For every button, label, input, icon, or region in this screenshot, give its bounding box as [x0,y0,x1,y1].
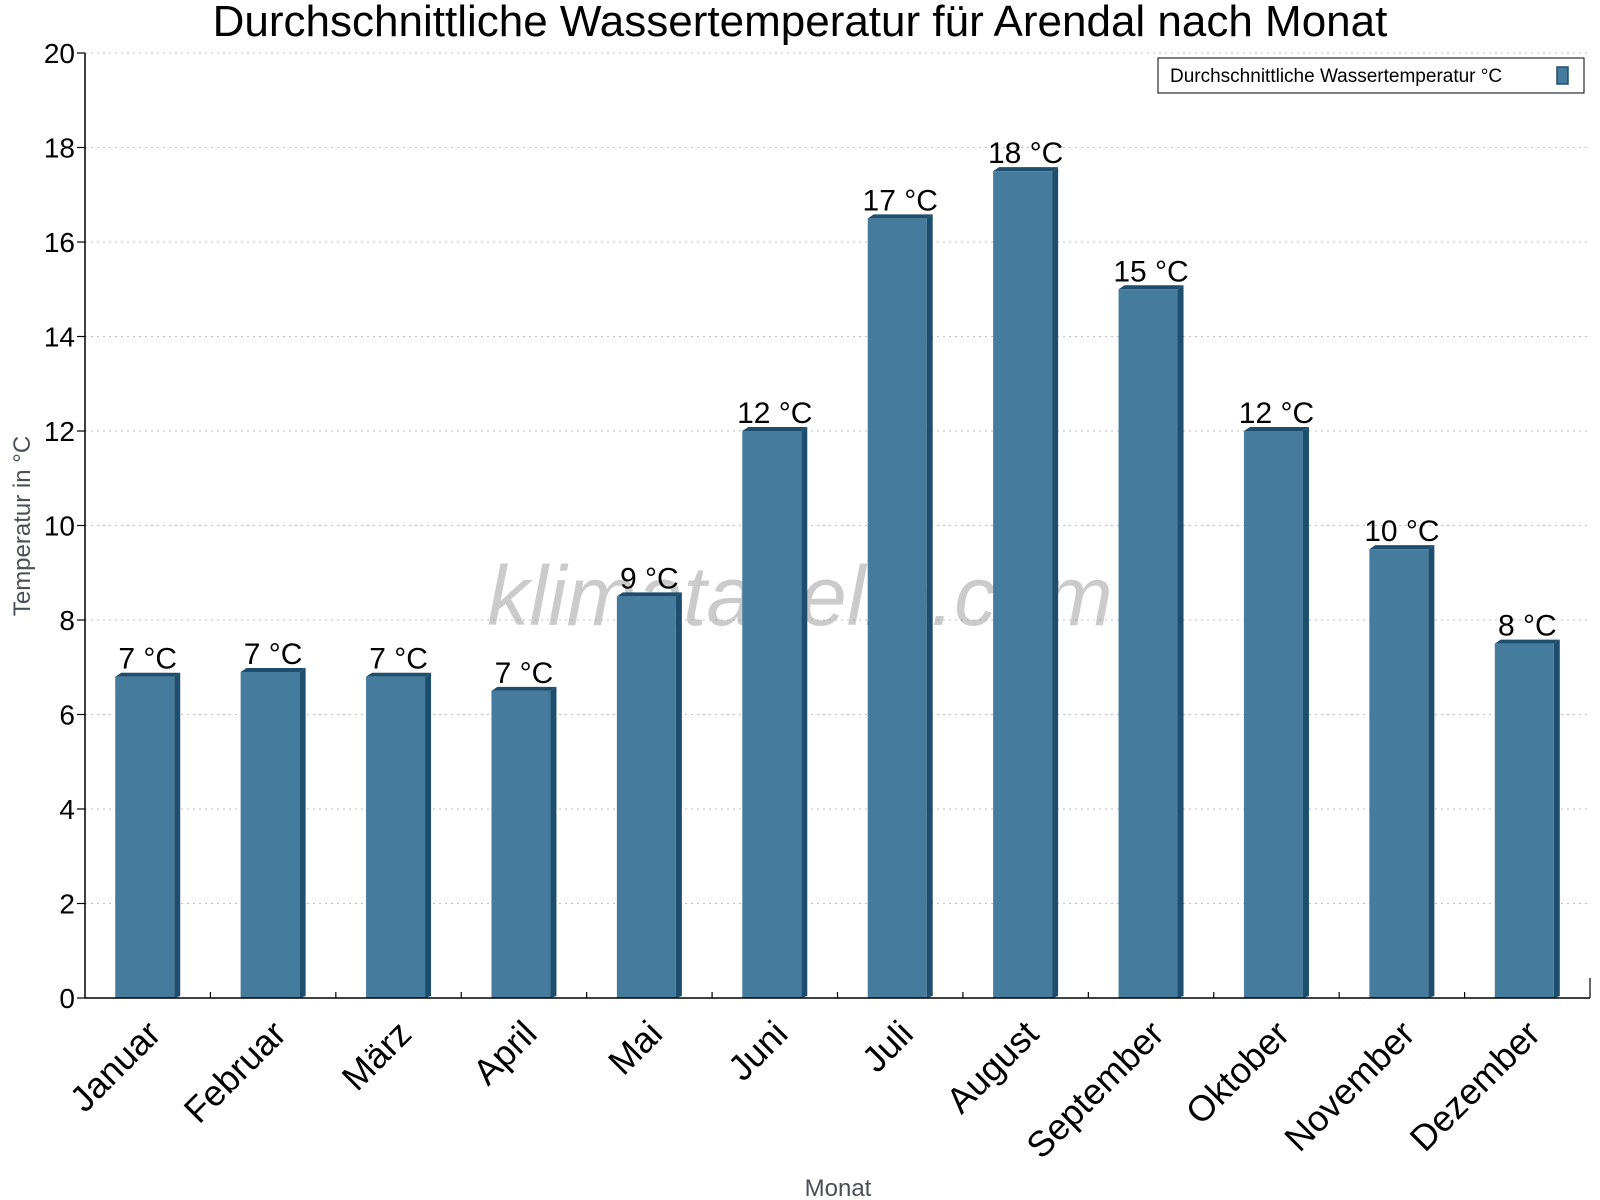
x-tick-label: November [1276,1013,1422,1159]
x-tick-label: Mai [600,1013,670,1083]
bar-side [299,667,306,998]
bar-top [1243,427,1309,431]
bar-top [867,214,933,219]
bar-side [1177,285,1184,998]
bar-side [926,214,933,998]
bars [115,167,1560,998]
bar [1369,549,1429,998]
bar-side [174,672,181,998]
y-tick-label: 16 [44,227,75,258]
x-tick-label: Dezember [1402,1013,1548,1159]
chart-title: Durchschnittliche Wassertemperatur für A… [213,0,1388,46]
bar-top [491,686,557,691]
y-tick-label: 10 [44,511,75,542]
bar-side [425,672,432,998]
bar [491,690,551,998]
x-tick-label: Februar [176,1013,294,1131]
bar [1494,643,1554,998]
bar [742,431,802,998]
bar-side [1302,427,1309,998]
x-tick-label: April [465,1013,545,1093]
y-tick-label: 14 [44,322,75,353]
y-tick-label: 12 [44,416,75,447]
bar [1118,289,1178,998]
bar-side [801,427,808,998]
bar-top [1118,285,1184,290]
x-tick-label: September [1018,1013,1172,1167]
bar [993,171,1053,998]
bar-top [742,427,808,431]
x-axis-ticks: Januar Februar März April Mai Juni Juli AugustS… [62,992,1548,1166]
data-labels: 7 °C 7 °C 7 °C 7 °C 9 °C 12 °C 17 °C 18 °C 15 °C… [118,137,1556,690]
bar-top [240,667,306,672]
bar-top [616,592,682,597]
data-label: 15 °C [1113,255,1188,288]
data-label: 10 °C [1364,515,1439,548]
x-tick-label: März [334,1013,420,1099]
bar [366,676,426,998]
data-label: 17 °C [863,184,938,217]
bar-side [1052,167,1059,998]
data-label: 8 °C [1498,610,1557,643]
x-tick-label: August [938,1013,1046,1121]
x-tick-label: Oktober [1178,1013,1298,1133]
bar-top [366,672,432,677]
grid-lines [85,52,1590,904]
y-tick-label: 4 [59,794,75,825]
y-tick-label: 20 [44,38,75,69]
data-label: 7 °C [369,643,428,676]
y-tick-label: 2 [59,889,75,920]
x-axis-label: Monat [805,1175,872,1200]
bar-top [115,672,181,677]
bar-side [1553,639,1560,998]
bar [616,596,676,998]
bar-side [550,686,557,998]
data-label: 12 °C [737,397,812,430]
y-axis-label: Temperatur in °C [9,436,36,616]
bar-side [675,592,682,998]
data-label: 12 °C [1239,397,1314,430]
bar-top [1369,545,1435,550]
bar [240,671,300,998]
x-tick-label: Juli [854,1013,921,1080]
y-tick-label: 8 [59,605,75,636]
bar-side [1428,545,1435,998]
y-tick-label: 0 [59,983,75,1014]
data-label: 7 °C [244,638,303,671]
data-label: 7 °C [495,657,554,690]
legend-swatch [1556,66,1569,85]
y-tick-label: 18 [44,133,75,164]
data-label: 9 °C [620,562,679,595]
y-tick-label: 6 [59,700,75,731]
y-axis-ticks: 0 2 4 6 8 10 12 14 16 18 20 [44,38,85,1014]
legend: Durchschnittliche Wassertemperatur °C [1157,57,1585,94]
bar-top [1494,639,1560,644]
legend-label: Durchschnittliche Wassertemperatur °C [1170,66,1502,87]
x-tick-label: Juni [720,1013,796,1089]
bar [867,218,927,998]
data-label: 18 °C [988,137,1063,170]
bar [1243,431,1303,998]
x-tick-label: Januar [62,1013,169,1120]
data-label: 7 °C [118,643,177,676]
bar [115,676,175,998]
legend-box [1157,57,1585,94]
bar-top [993,167,1059,172]
